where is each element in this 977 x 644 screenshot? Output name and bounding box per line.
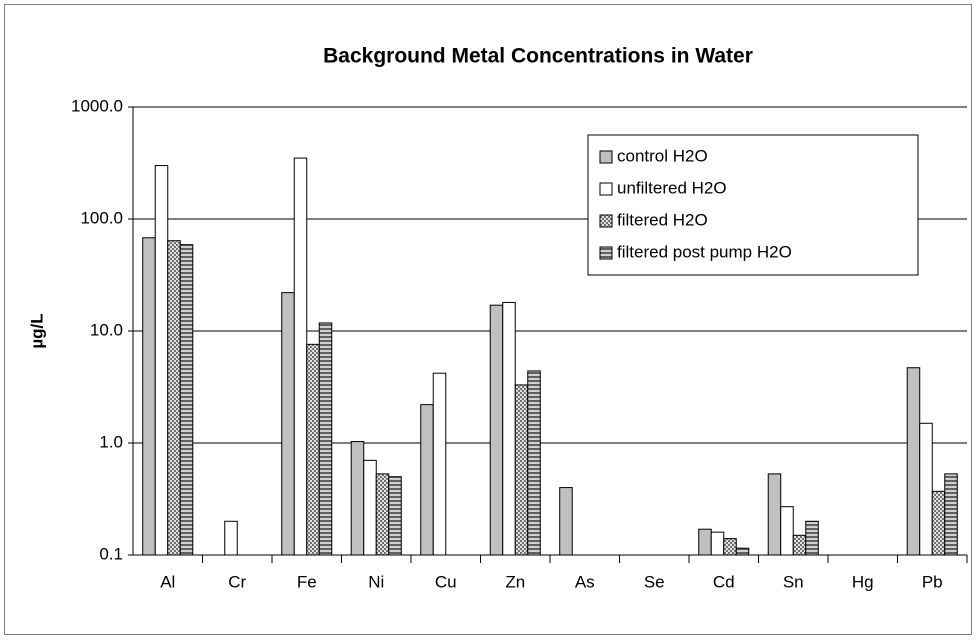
bar — [318, 322, 333, 556]
bar — [735, 547, 750, 556]
y-tick-label: 100.0 — [80, 208, 123, 227]
legend-swatch — [599, 246, 613, 260]
legend-label: control H2O — [617, 146, 708, 165]
bar — [142, 237, 156, 556]
x-tick-label: Se — [644, 572, 665, 591]
bar — [502, 301, 516, 556]
bar — [388, 476, 402, 556]
legend-label: filtered H2O — [617, 210, 708, 229]
y-tick-label: 0.1 — [99, 544, 123, 563]
x-tick-label: Al — [160, 572, 175, 591]
legend-label: unfiltered H2O — [617, 178, 727, 197]
bar — [375, 473, 390, 556]
bar — [906, 367, 921, 556]
bar — [805, 520, 819, 556]
x-tick-label: Fe — [297, 572, 317, 591]
legend-label: filtered post pump H2O — [617, 242, 792, 261]
x-tick-label: Cu — [435, 572, 457, 591]
x-tick-label: Cd — [713, 572, 735, 591]
bar — [767, 473, 782, 556]
bar — [154, 165, 169, 556]
legend-swatch — [599, 150, 613, 164]
x-tick-label: Sn — [783, 572, 804, 591]
x-tick-label: Cr — [228, 572, 246, 591]
bar — [167, 240, 181, 556]
bar — [281, 292, 295, 556]
x-tick-label: As — [575, 572, 595, 591]
bar — [363, 459, 377, 556]
bar — [179, 244, 194, 556]
x-tick-label: Hg — [852, 572, 874, 591]
legend-box — [587, 134, 919, 276]
y-tick-label: 10.0 — [90, 320, 123, 339]
bar — [420, 404, 434, 556]
bar — [780, 506, 794, 556]
x-tick-label: Zn — [505, 572, 525, 591]
bar — [306, 343, 320, 556]
bar — [944, 473, 958, 556]
bar — [559, 487, 573, 556]
x-tick-label: Pb — [922, 572, 943, 591]
legend-swatch — [599, 182, 613, 196]
bar — [527, 370, 541, 556]
bar — [293, 157, 308, 556]
bar — [432, 372, 447, 556]
y-tick-label: 1000.0 — [71, 96, 123, 115]
bar — [224, 520, 238, 556]
bar — [698, 528, 712, 556]
bar — [723, 538, 737, 556]
bar — [350, 441, 365, 556]
bar — [919, 422, 933, 556]
bar — [710, 531, 725, 556]
y-tick-label: 1.0 — [99, 432, 123, 451]
bar — [514, 384, 529, 556]
bar — [489, 304, 504, 556]
y-axis-label: µg/L — [27, 313, 46, 348]
bar — [792, 534, 807, 556]
chart-title: Background Metal Concentrations in Water — [323, 45, 753, 68]
legend-swatch — [599, 214, 613, 228]
bar — [931, 490, 946, 556]
x-tick-label: Ni — [368, 572, 384, 591]
